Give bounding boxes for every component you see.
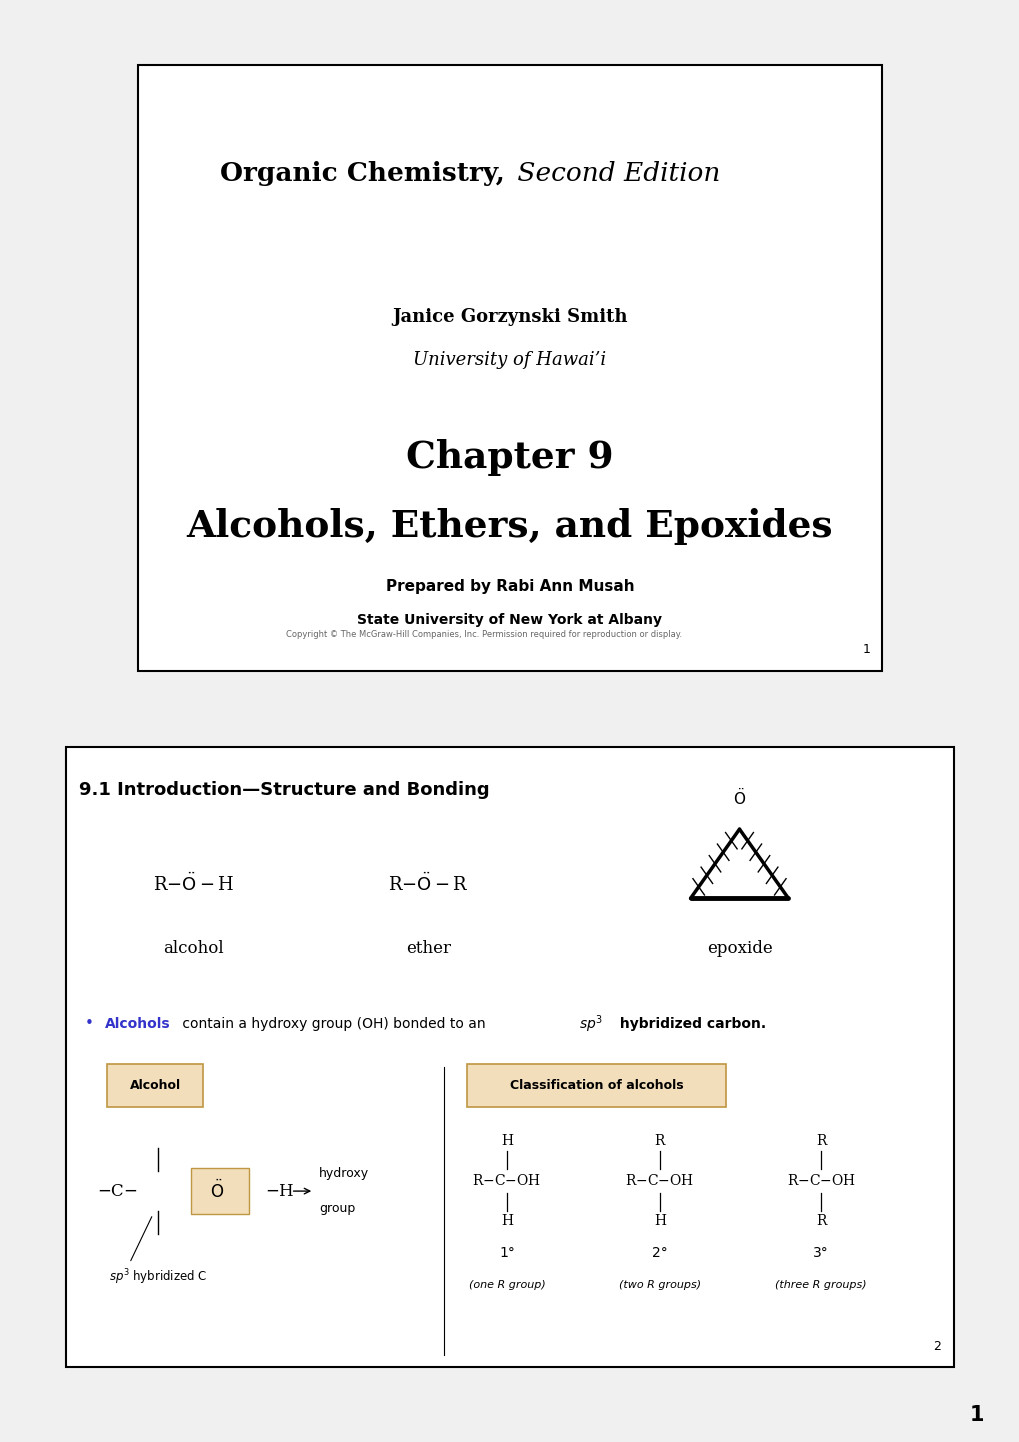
- Text: 1: 1: [861, 643, 869, 656]
- Text: 2°: 2°: [651, 1246, 667, 1260]
- Text: ether: ether: [406, 940, 450, 957]
- Text: 2: 2: [932, 1340, 941, 1353]
- Text: R: R: [815, 1214, 825, 1229]
- Text: Copyright © The McGraw-Hill Companies, Inc. Permission required for reproduction: Copyright © The McGraw-Hill Companies, I…: [286, 630, 682, 639]
- Text: 1: 1: [969, 1405, 983, 1425]
- Text: contain a hydroxy group (OH) bonded to an: contain a hydroxy group (OH) bonded to a…: [178, 1017, 490, 1031]
- Text: $\ddot{\mathsf{O}}$: $\ddot{\mathsf{O}}$: [733, 787, 745, 808]
- Text: Organic Chemistry,: Organic Chemistry,: [220, 160, 504, 186]
- Text: •: •: [85, 1017, 94, 1031]
- Text: State University of New York at Albany: State University of New York at Albany: [357, 613, 662, 627]
- Text: R$-\ddot{\mathsf{O}}-$H: R$-\ddot{\mathsf{O}}-$H: [153, 872, 234, 895]
- Text: hybridized carbon.: hybridized carbon.: [614, 1017, 765, 1031]
- Text: Alcohols, Ethers, and Epoxides: Alcohols, Ethers, and Epoxides: [186, 508, 833, 545]
- Text: R$-$C$-$OH: R$-$C$-$OH: [625, 1174, 694, 1188]
- Text: University of Hawai’i: University of Hawai’i: [413, 352, 606, 369]
- Text: 9.1 Introduction—Structure and Bonding: 9.1 Introduction—Structure and Bonding: [78, 782, 489, 799]
- FancyBboxPatch shape: [467, 1064, 726, 1107]
- FancyBboxPatch shape: [66, 747, 953, 1367]
- Text: 1°: 1°: [498, 1246, 515, 1260]
- Text: group: group: [319, 1201, 356, 1216]
- Text: Alcohols: Alcohols: [105, 1017, 170, 1031]
- Text: alcohol: alcohol: [163, 940, 224, 957]
- Text: $-$C$-$: $-$C$-$: [97, 1182, 138, 1200]
- Text: Classification of alcohols: Classification of alcohols: [510, 1079, 683, 1093]
- Text: Chapter 9: Chapter 9: [406, 438, 613, 476]
- Text: (two R groups): (two R groups): [619, 1280, 700, 1289]
- Text: Prepared by Rabi Ann Musah: Prepared by Rabi Ann Musah: [385, 580, 634, 594]
- Text: H: H: [500, 1133, 513, 1148]
- Text: (three R groups): (three R groups): [774, 1280, 866, 1289]
- Text: epoxide: epoxide: [706, 940, 771, 957]
- Text: $\it{sp}^3$ hybridized C: $\it{sp}^3$ hybridized C: [109, 1268, 207, 1288]
- Text: Janice Gorzynski Smith: Janice Gorzynski Smith: [392, 309, 627, 326]
- Text: hydroxy: hydroxy: [319, 1167, 369, 1181]
- Text: 3°: 3°: [812, 1246, 828, 1260]
- FancyBboxPatch shape: [107, 1064, 203, 1107]
- Text: $\it{sp}^3$: $\it{sp}^3$: [579, 1014, 603, 1034]
- Text: H: H: [500, 1214, 513, 1229]
- Text: R$-$C$-$OH: R$-$C$-$OH: [786, 1174, 855, 1188]
- Text: $-$H: $-$H: [265, 1182, 294, 1200]
- Text: $\ddot{\mathsf{O}}$: $\ddot{\mathsf{O}}$: [210, 1180, 224, 1203]
- FancyBboxPatch shape: [138, 65, 881, 671]
- Text: H: H: [653, 1214, 665, 1229]
- Text: Second Edition: Second Edition: [508, 160, 719, 186]
- Text: Alcohol: Alcohol: [129, 1079, 180, 1093]
- Text: R: R: [815, 1133, 825, 1148]
- Text: R: R: [654, 1133, 664, 1148]
- Text: R$-$C$-$OH: R$-$C$-$OH: [472, 1174, 541, 1188]
- FancyBboxPatch shape: [191, 1168, 249, 1214]
- Text: (one R group): (one R group): [468, 1280, 545, 1289]
- Text: R$-\ddot{\mathsf{O}}-$R: R$-\ddot{\mathsf{O}}-$R: [387, 872, 469, 895]
